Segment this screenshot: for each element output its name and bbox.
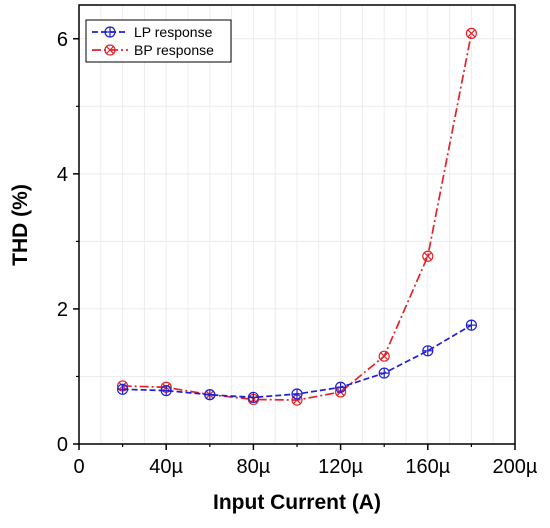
data-point-lp-response [291,388,303,400]
y-tick-label: 6 [57,29,68,51]
data-point-lp-response [335,381,347,393]
data-point-lp-response [465,319,477,331]
data-point-bp-response [378,350,390,362]
x-tick-label: 0 [73,456,84,478]
x-tick-label: 120µ [318,456,363,478]
y-tick-label: 2 [57,299,68,321]
series-layer [116,27,477,406]
legend: LP response BP response [85,19,232,63]
data-point-bp-response [465,27,477,39]
axis-ticks: 0 40µ 80µ 120µ 160µ 200µ 0 2 4 6 [57,29,538,478]
y-axis-title: THD (%) [9,184,32,266]
legend-label-bp-response: BP response [134,42,214,58]
x-tick-label: 80µ [237,456,271,478]
x-tick-label: 160µ [405,456,450,478]
data-point-lp-response [378,367,390,379]
x-tick-label: 200µ [493,456,538,478]
legend-marker-lp-response [104,26,116,38]
data-point-lp-response [422,345,434,357]
x-tick-label: 40µ [149,456,183,478]
data-point-lp-response [116,383,129,395]
data-point-lp-response [247,391,259,403]
data-point-lp-response [160,385,172,397]
grid-lines [79,5,515,444]
x-axis-title: Input Current (A) [213,491,381,514]
legend-label-lp-response: LP response [134,24,213,40]
data-point-lp-response [204,389,216,401]
data-point-bp-response [422,250,434,262]
y-tick-label: 0 [57,434,68,456]
legend-marker-bp-response [104,44,116,56]
y-tick-label: 4 [57,164,68,186]
